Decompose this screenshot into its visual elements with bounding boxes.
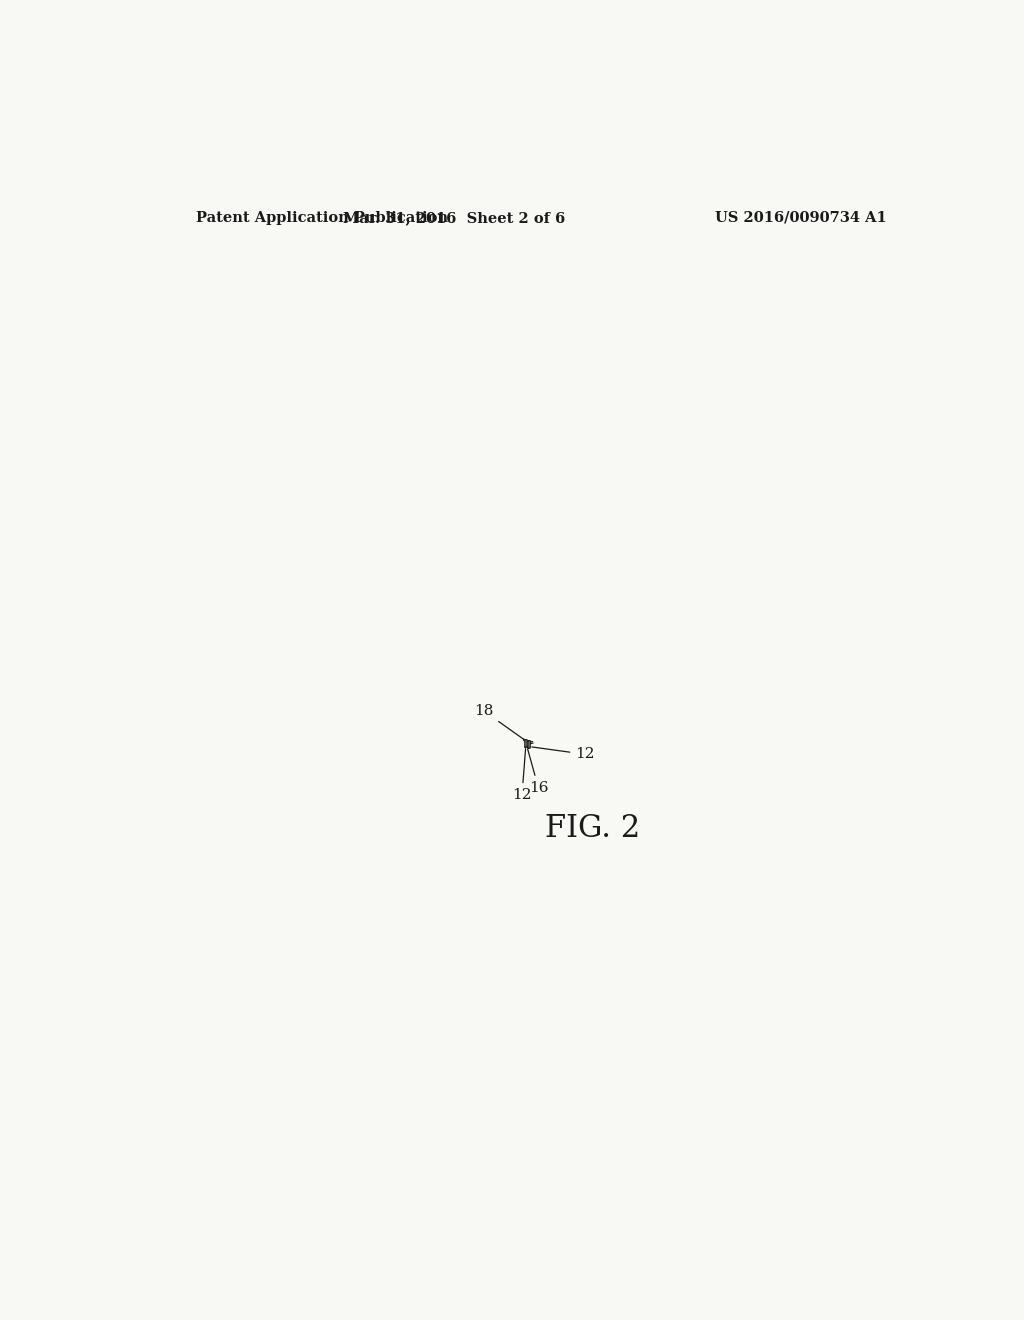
Text: Mar. 31, 2016  Sheet 2 of 6: Mar. 31, 2016 Sheet 2 of 6	[343, 211, 565, 224]
Text: FIG. 2: FIG. 2	[545, 813, 640, 843]
Text: 16: 16	[527, 748, 548, 795]
Text: 18: 18	[474, 704, 524, 739]
Polygon shape	[523, 741, 532, 743]
Text: US 2016/0090734 A1: US 2016/0090734 A1	[715, 211, 887, 224]
Text: 12: 12	[531, 747, 595, 762]
Text: 12: 12	[512, 748, 531, 803]
Polygon shape	[524, 739, 532, 743]
Text: Patent Application Publication: Patent Application Publication	[196, 211, 449, 224]
